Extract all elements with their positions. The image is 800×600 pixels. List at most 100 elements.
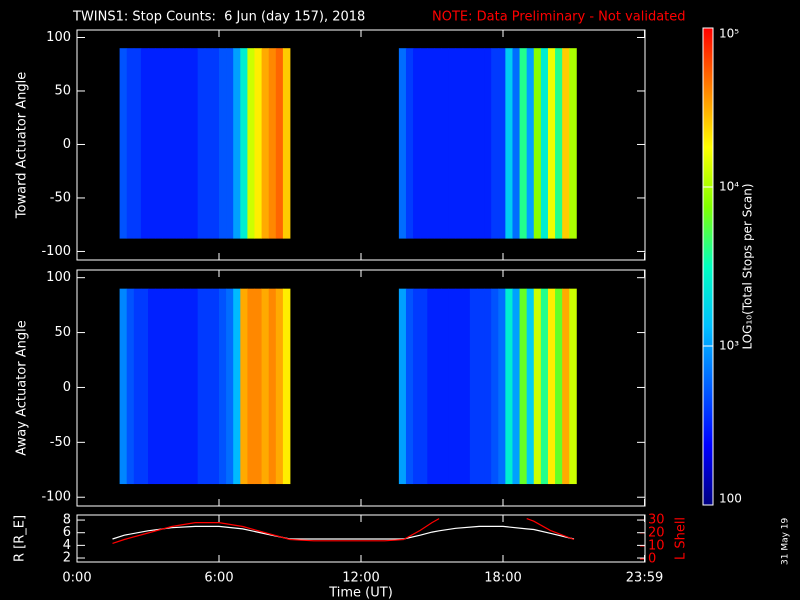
heat-cell — [398, 48, 407, 239]
heat-cell — [211, 48, 220, 239]
heat-cell — [211, 288, 220, 485]
heat-cell — [540, 48, 549, 239]
heat-cell — [555, 48, 563, 239]
heat-cell — [148, 48, 156, 239]
heat-cell — [282, 288, 291, 485]
line-series — [112, 525, 575, 540]
heat-cell — [526, 288, 535, 485]
y2-tick-label: 0 — [648, 552, 656, 567]
heat-cell — [519, 48, 528, 239]
heat-cell — [569, 288, 577, 485]
chart-title: TWINS1: Stop Counts: 6 Jun (day 157), 20… — [72, 10, 365, 25]
heat-cell — [247, 48, 255, 239]
heat-cell — [455, 48, 464, 239]
heat-cell — [254, 288, 262, 485]
y-tick-label: -50 — [50, 190, 71, 205]
heat-cell — [484, 288, 492, 485]
heat-cell — [261, 288, 270, 485]
heat-cell — [547, 48, 556, 239]
heat-cell — [133, 48, 142, 239]
heat-cell — [162, 48, 170, 239]
heat-cell — [197, 48, 206, 239]
y2-tick-label: 10 — [648, 538, 665, 553]
heat-cell — [247, 288, 255, 485]
y-tick-label: 4 — [63, 538, 71, 553]
line-series — [526, 518, 575, 541]
y2-tick-label: 20 — [648, 525, 665, 540]
heat-cell — [476, 48, 485, 239]
heat-cell — [434, 288, 442, 485]
heat-cell — [491, 288, 499, 485]
heat-cell — [133, 288, 142, 485]
heat-cell — [405, 288, 414, 485]
heat-cell — [254, 48, 262, 239]
x-tick-label: 18:00 — [484, 571, 521, 586]
y-axis-label: R [R_E] — [13, 515, 28, 562]
heat-cell — [405, 48, 414, 239]
heat-cell — [533, 288, 542, 485]
heat-cell — [512, 288, 520, 485]
heat-cell — [162, 288, 170, 485]
line-series — [112, 518, 440, 544]
y-tick-label: 8 — [63, 513, 71, 528]
x-axis-label: Time (UT) — [328, 586, 393, 600]
heat-cell — [512, 48, 520, 239]
heat-cell — [126, 288, 135, 485]
colorbar-label: LOG₁₀(Total Stops per Scan) — [741, 183, 755, 349]
heat-cell — [219, 48, 227, 239]
heat-cell — [183, 288, 191, 485]
heat-cell — [183, 48, 191, 239]
heat-cell — [176, 48, 184, 239]
heat-cell — [455, 288, 464, 485]
heat-cell — [434, 48, 442, 239]
heat-cell — [261, 48, 270, 239]
heat-cell — [282, 48, 291, 239]
y-tick-label: 0 — [63, 137, 71, 152]
heat-cell — [469, 48, 478, 239]
y-tick-label: -100 — [41, 244, 71, 259]
heat-cell — [505, 48, 513, 239]
x-tick-label: 6:00 — [204, 571, 233, 586]
side-text: 31 May 19 — [781, 517, 791, 565]
x-tick-label: 0:00 — [62, 571, 91, 586]
heat-cell — [476, 288, 485, 485]
y-axis-label: Toward Actuator Angle — [15, 72, 30, 219]
y-tick-label: -50 — [50, 435, 71, 450]
heat-cell — [240, 288, 248, 485]
heat-cell — [413, 288, 421, 485]
heat-cell — [233, 288, 241, 485]
heat-cell — [519, 288, 528, 485]
y-tick-label: 100 — [46, 30, 71, 45]
heat-cell — [505, 288, 513, 485]
heat-cell — [413, 48, 421, 239]
heat-cell — [176, 288, 184, 485]
heat-cell — [526, 48, 535, 239]
colorbar-tick-label: 10³ — [719, 339, 739, 353]
heat-cell — [448, 288, 457, 485]
x-tick-label: 23:59 — [626, 571, 663, 586]
heat-cell — [233, 48, 241, 239]
heat-cell — [240, 48, 248, 239]
heat-cell — [204, 288, 213, 485]
heat-cell — [555, 288, 563, 485]
heat-cell — [547, 288, 556, 485]
heat-cell — [155, 48, 163, 239]
heat-cell — [491, 48, 499, 239]
y-axis-label: Away Actuator Angle — [15, 320, 30, 455]
heat-cell — [119, 48, 128, 239]
heat-cell — [155, 288, 163, 485]
heat-cell — [427, 288, 435, 485]
heat-cell — [275, 48, 284, 239]
y-tick-label: 6 — [63, 525, 71, 540]
note: NOTE: Data Preliminary - Not validated — [432, 10, 686, 25]
colorbar — [702, 27, 714, 506]
heat-cell — [126, 48, 135, 239]
heat-cell — [562, 288, 570, 485]
heat-cell — [540, 288, 549, 485]
heat-cell — [226, 288, 234, 485]
heat-cell — [498, 48, 506, 239]
heat-cell — [398, 288, 407, 485]
heat-cell — [268, 288, 277, 485]
